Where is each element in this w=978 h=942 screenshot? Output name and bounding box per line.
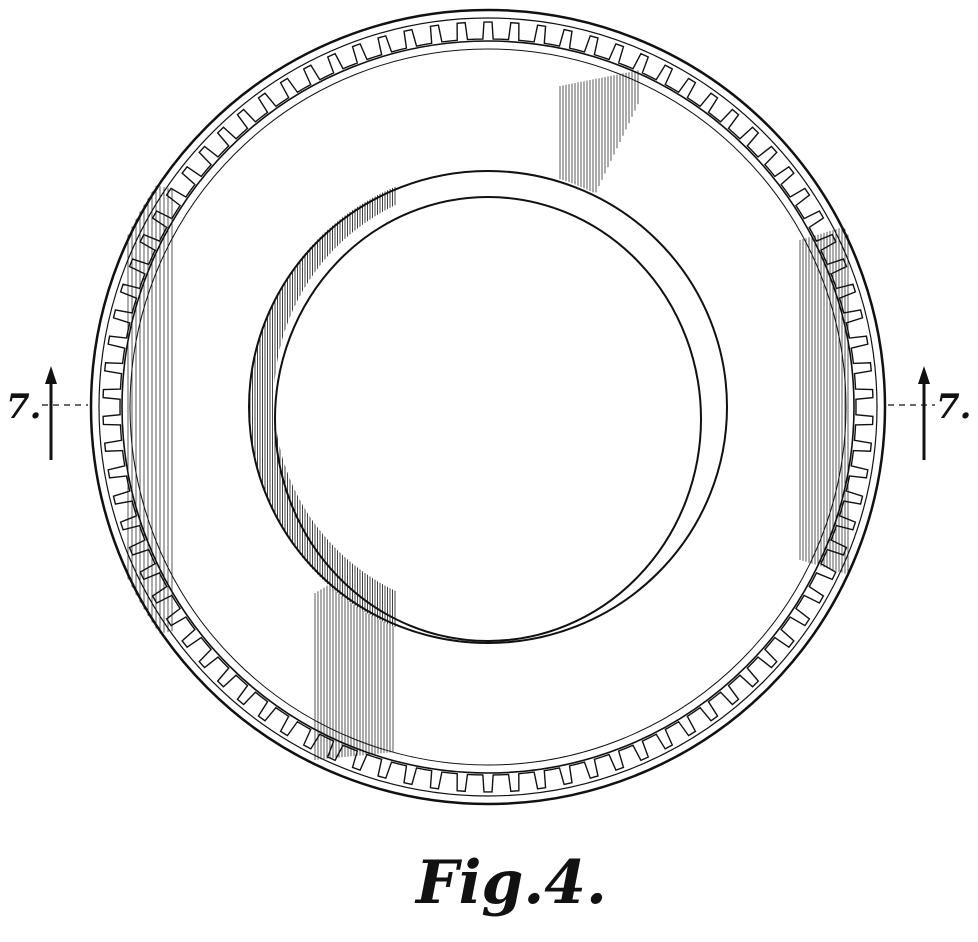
bead-outer-edge: [249, 171, 727, 643]
outer-tread-edge: [91, 10, 885, 804]
section-label-left: 7.: [6, 387, 42, 427]
figure-caption: Fig.4.: [414, 848, 607, 918]
section-marker-left: 7.: [6, 366, 88, 460]
rim-inner-edge: [275, 197, 701, 641]
bead-shading: [250, 168, 395, 646]
hatch-lower-left: [315, 546, 393, 760]
hatch-right: [800, 226, 848, 575]
section-label-right: 7.: [936, 387, 972, 427]
section-arrowhead-left: [45, 366, 57, 384]
section-marker-right: 7.: [888, 366, 972, 460]
tread-notch-path: [103, 22, 873, 792]
tread-outer-line: [99, 18, 877, 796]
tread-base-line: [122, 41, 854, 773]
section-arrowhead-right: [918, 366, 930, 384]
hatch-upper-right: [560, 70, 638, 268]
sidewall-shading: [128, 70, 848, 760]
sidewall-line: [130, 49, 846, 765]
rim-opening: [249, 168, 727, 646]
tread-notches: [103, 22, 873, 792]
tire-outline: [91, 10, 885, 804]
